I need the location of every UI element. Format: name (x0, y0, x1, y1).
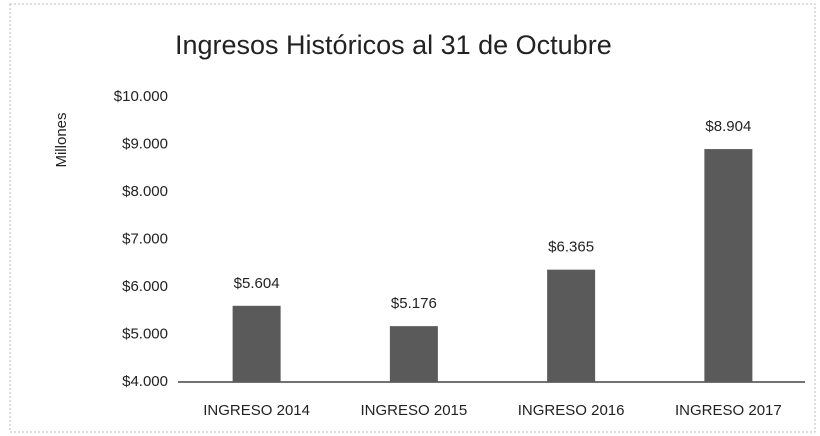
x-tick-label: INGRESO 2017 (675, 402, 782, 419)
data-label: $6.365 (548, 239, 594, 256)
y-axis-label: Millones (53, 112, 70, 167)
x-tick-label: INGRESO 2014 (203, 402, 310, 419)
x-tick-label: INGRESO 2015 (361, 402, 468, 419)
bar (389, 326, 438, 382)
y-tick-label: $6.000 (122, 278, 168, 295)
y-tick-label: $9.000 (122, 135, 168, 152)
data-label: $5.604 (234, 275, 280, 292)
bar (232, 305, 281, 382)
y-tick-label: $5.000 (122, 325, 168, 342)
data-label: $8.904 (705, 118, 751, 135)
y-tick-label: $4.000 (122, 373, 168, 390)
bar (547, 269, 596, 382)
chart-title: Ingresos Históricos al 31 de Octubre (175, 30, 612, 60)
x-tick-label: INGRESO 2016 (518, 402, 625, 419)
y-tick-label: $7.000 (122, 230, 168, 247)
y-tick-label: $8.000 (122, 183, 168, 200)
bar (704, 149, 753, 382)
y-tick-label: $10.000 (114, 88, 168, 105)
data-label: $5.176 (391, 295, 437, 312)
